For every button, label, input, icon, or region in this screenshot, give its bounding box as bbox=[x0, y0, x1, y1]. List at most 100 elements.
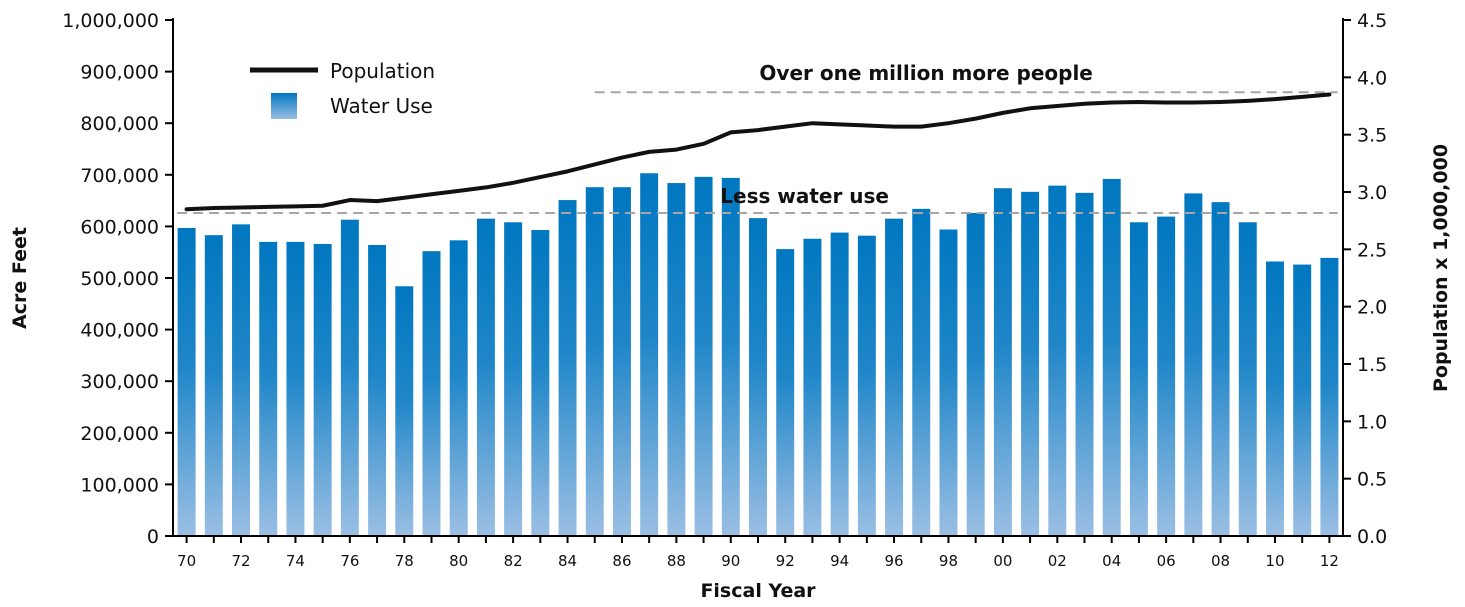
water-use-bar-76 bbox=[340, 219, 359, 536]
right-tick-label: 3.5 bbox=[1357, 125, 1387, 147]
x-tick-label: 74 bbox=[286, 552, 305, 570]
legend-water-label: Water Use bbox=[330, 94, 433, 118]
right-tick-label: 3.0 bbox=[1357, 182, 1387, 204]
water-use-bar-93 bbox=[803, 238, 822, 536]
left-tick-label: 1,000,000 bbox=[62, 10, 159, 32]
water-use-bar-96 bbox=[885, 218, 904, 536]
left-tick-label: 200,000 bbox=[80, 423, 159, 445]
bars-layer bbox=[177, 173, 1339, 537]
left-tick-label: 400,000 bbox=[80, 320, 159, 342]
water-use-bar-01 bbox=[1021, 191, 1040, 536]
water-use-bar-84 bbox=[558, 200, 577, 536]
x-tick-label: 92 bbox=[776, 552, 795, 570]
water-use-bar-90 bbox=[721, 177, 740, 536]
x-tick-label: 00 bbox=[993, 552, 1012, 570]
water-use-bar-91 bbox=[749, 218, 767, 536]
water-use-bar-86 bbox=[612, 187, 631, 536]
water-use-bar-87 bbox=[640, 173, 659, 536]
legend: Population Water Use bbox=[250, 59, 435, 119]
x-tick-label: 12 bbox=[1320, 552, 1339, 570]
water-use-bar-89 bbox=[694, 176, 713, 537]
x-tick-label: 06 bbox=[1157, 552, 1176, 570]
legend-population-label: Population bbox=[330, 59, 435, 83]
x-axis-title: Fiscal Year bbox=[700, 580, 816, 602]
x-tick-label: 78 bbox=[395, 552, 414, 570]
water-use-bar-82 bbox=[504, 222, 523, 536]
right-tick-label: 0.5 bbox=[1357, 469, 1387, 491]
left-tick-label: 900,000 bbox=[80, 62, 159, 84]
x-tick-label: 80 bbox=[449, 552, 468, 570]
water-use-bar-72 bbox=[232, 224, 250, 536]
water-use-bar-07 bbox=[1184, 193, 1203, 536]
water-use-bar-97 bbox=[912, 208, 931, 537]
left-tick-label: 300,000 bbox=[80, 371, 159, 393]
x-tick-label: 84 bbox=[558, 552, 577, 570]
x-tick-label: 90 bbox=[721, 552, 740, 570]
water-use-bar-83 bbox=[531, 230, 550, 536]
right-tick-label: 2.0 bbox=[1357, 297, 1387, 319]
right-tick-label: 2.5 bbox=[1357, 239, 1387, 261]
water-use-bar-92 bbox=[776, 249, 795, 536]
right-tick-label: 4.5 bbox=[1357, 10, 1387, 32]
water-use-bar-04 bbox=[1102, 178, 1121, 536]
water-use-bar-02 bbox=[1048, 185, 1067, 536]
ticks-layer bbox=[165, 19, 1351, 543]
water-use-bar-11 bbox=[1293, 264, 1312, 536]
x-tick-label: 70 bbox=[177, 552, 196, 570]
water-use-bar-03 bbox=[1075, 192, 1094, 537]
water-use-bar-78 bbox=[395, 286, 414, 536]
x-tick-label: 96 bbox=[884, 552, 903, 570]
water-use-bar-98 bbox=[939, 229, 958, 536]
population-line bbox=[184, 92, 1332, 212]
water-use-bar-71 bbox=[204, 235, 223, 537]
water-use-bar-06 bbox=[1157, 216, 1176, 536]
right-tick-label: 1.5 bbox=[1357, 354, 1387, 376]
annotation-population-gain: Over one million more people bbox=[759, 61, 1092, 85]
x-tick-label: 88 bbox=[667, 552, 686, 570]
water-use-bar-88 bbox=[667, 183, 686, 536]
water-use-bar-85 bbox=[585, 187, 604, 536]
water-use-bar-00 bbox=[993, 188, 1012, 536]
annotation-less-water: Less water use bbox=[720, 184, 889, 208]
left-tick-label: 600,000 bbox=[80, 216, 159, 238]
labels-layer: Over one million more people Less water u… bbox=[9, 10, 1452, 602]
x-tick-label: 98 bbox=[939, 552, 958, 570]
x-tick-label: 94 bbox=[830, 552, 849, 570]
water-use-bar-10 bbox=[1266, 261, 1284, 536]
right-tick-label: 0.0 bbox=[1357, 526, 1387, 548]
water-use-bar-77 bbox=[368, 244, 387, 537]
water-use-bar-75 bbox=[313, 243, 332, 536]
left-tick-label: 100,000 bbox=[80, 474, 159, 496]
water-use-bar-70 bbox=[177, 227, 196, 536]
x-tick-label: 82 bbox=[504, 552, 523, 570]
water-use-bar-73 bbox=[259, 241, 278, 536]
water-use-bar-09 bbox=[1238, 222, 1257, 536]
left-tick-label: 800,000 bbox=[80, 113, 159, 135]
x-tick-label: 04 bbox=[1102, 552, 1121, 570]
water-use-bar-95 bbox=[857, 235, 876, 536]
x-tick-label: 10 bbox=[1265, 552, 1284, 570]
water-use-bar-99 bbox=[966, 212, 985, 537]
x-tick-label: 86 bbox=[612, 552, 631, 570]
population-line-layer bbox=[184, 92, 1332, 212]
water-use-bar-74 bbox=[286, 241, 305, 536]
water-use-bar-94 bbox=[830, 232, 849, 536]
right-axis-title: Population x 1,000,000 bbox=[1430, 144, 1452, 392]
left-tick-label: 700,000 bbox=[80, 165, 159, 187]
water-use-bar-79 bbox=[422, 251, 441, 537]
water-use-bar-81 bbox=[476, 218, 495, 536]
left-axis-title: Acre Feet bbox=[9, 227, 31, 329]
x-tick-label: 02 bbox=[1048, 552, 1067, 570]
water-use-bar-80 bbox=[449, 240, 468, 536]
x-tick-label: 76 bbox=[340, 552, 359, 570]
left-tick-label: 500,000 bbox=[80, 268, 159, 290]
x-tick-label: 08 bbox=[1211, 552, 1230, 570]
left-tick-label: 0 bbox=[147, 526, 159, 548]
water-use-bar-05 bbox=[1129, 222, 1148, 536]
right-tick-label: 1.0 bbox=[1357, 411, 1387, 433]
x-tick-label: 72 bbox=[231, 552, 250, 570]
reference-lines-layer bbox=[177, 91, 1338, 214]
right-tick-label: 4.0 bbox=[1357, 67, 1387, 89]
